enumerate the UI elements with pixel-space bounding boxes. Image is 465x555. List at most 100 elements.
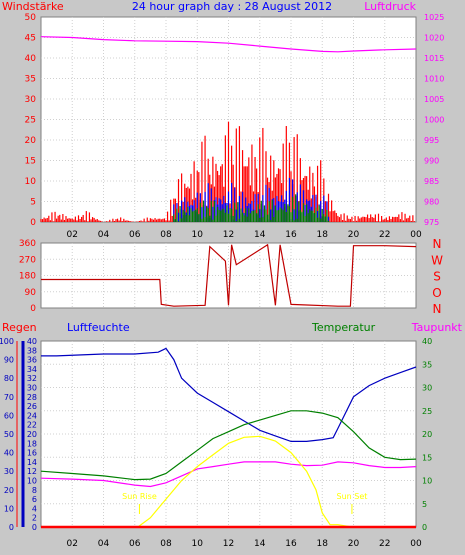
- x-tick-label: 12: [223, 230, 234, 240]
- wind-left-tick-label: 50: [25, 13, 37, 23]
- wind-left-axis-label: Windstärke: [2, 0, 64, 13]
- x-tick-label: 06: [129, 539, 141, 549]
- wind-left-tick-label: 25: [25, 116, 36, 126]
- regen-tick-label: 80: [4, 374, 14, 383]
- wind-left-tick-label: 15: [25, 157, 36, 167]
- temperatur-tick-label: 20: [422, 430, 432, 439]
- climate-x-ticks: 02 04 06 08 10 12 14 16 18 20 22 00: [67, 539, 422, 549]
- temperatur-tick-label: 0: [422, 523, 427, 532]
- wind-right-tick-label: 1005: [424, 95, 444, 104]
- wind-right-tick-label: 990: [424, 157, 439, 166]
- luftfeuchte-tick-label: 36: [27, 356, 37, 365]
- x-tick-label: 02: [67, 230, 78, 240]
- x-tick-label: 22: [379, 230, 390, 240]
- solar-line: [137, 435, 352, 528]
- humidity-line: [41, 347, 417, 442]
- x-tick-label: 04: [98, 539, 110, 549]
- direction-series: [41, 243, 417, 307]
- x-tick-label: 14: [254, 230, 266, 240]
- climate-grid: [41, 341, 416, 527]
- luftfeuchte-tick-label: 16: [27, 449, 37, 458]
- luftfeuchte-tick-label: 38: [27, 346, 37, 355]
- wind-right-tick-label: 1015: [424, 54, 444, 63]
- luftfeuchte-tick-label: 26: [27, 402, 37, 411]
- chart-title: 24 hour graph day : 28 August 2012: [132, 0, 332, 13]
- x-tick-label: 14: [254, 539, 266, 549]
- temperatur-tick-label: 10: [422, 477, 432, 486]
- luftfeuchte-tick-label: 40: [27, 337, 37, 346]
- climate-series: [40, 347, 417, 529]
- wind-right-tick-label: 980: [424, 198, 439, 207]
- compass-label: O: [432, 286, 441, 300]
- luftfeuchte-tick-label: 30: [27, 384, 37, 393]
- wind-right-ticks: 975 980 985 990 995 1000 1005 1010 1015 1020 1025: [424, 13, 444, 227]
- regen-tick-label: 90: [4, 356, 14, 365]
- wind-left-tick-label: 0: [30, 218, 36, 228]
- x-tick-label: 02: [67, 539, 78, 549]
- taupunkt-axis-label: Taupunkt: [411, 321, 463, 334]
- wind-right-tick-label: 1010: [424, 75, 444, 84]
- wind-left-tick-label: 20: [25, 136, 37, 146]
- regen-tick-label: 70: [4, 393, 14, 402]
- climate-left-ticks: 0 10 20 30 40 50 60 70 80 90 100: [0, 337, 18, 532]
- x-tick-label: 08: [160, 230, 172, 240]
- x-tick-label: 00: [410, 230, 422, 240]
- sun-set-label: Sun Set: [336, 492, 367, 501]
- luftfeuchte-tick-label: 28: [27, 393, 37, 402]
- x-tick-label: 20: [348, 230, 360, 240]
- x-tick-label: 18: [317, 539, 329, 549]
- x-tick-label: 06: [129, 230, 141, 240]
- wind-x-ticks: 02 04 06 08 10 12 14 16 18 20 22 00: [67, 230, 422, 240]
- x-tick-label: 18: [317, 230, 329, 240]
- x-tick-label: 10: [192, 230, 204, 240]
- wind-right-tick-label: 1000: [424, 116, 444, 125]
- x-tick-label: 16: [285, 230, 297, 240]
- direction-left-tick-label: 270: [19, 255, 36, 265]
- temperatur-tick-label: 35: [422, 360, 432, 369]
- regen-tick-label: 60: [4, 411, 14, 420]
- direction-left-tick-label: 180: [19, 272, 36, 282]
- wind-left-ticks: 0 5 10 15 20 25 30 35 40 45 50: [25, 13, 37, 228]
- regen-tick-label: 20: [4, 486, 14, 495]
- sun-rise-label: Sun Rise: [122, 492, 157, 501]
- wind-right-tick-label: 975: [424, 218, 439, 227]
- wind-right-tick-label: 1020: [424, 34, 444, 43]
- direction-grid: [41, 243, 416, 308]
- direction-left-tick-label: 360: [19, 239, 36, 249]
- wind-left-tick-label: 5: [30, 198, 36, 208]
- luftfeuchte-tick-label: 32: [27, 374, 37, 383]
- compass-label: N: [433, 237, 442, 251]
- wind-left-tick-label: 30: [25, 95, 37, 105]
- compass-label: S: [433, 270, 441, 284]
- wind-left-tick-label: 40: [25, 54, 37, 64]
- wind-right-tick-label: 1025: [424, 13, 444, 22]
- pressure-line: [40, 36, 417, 53]
- luftfeuchte-tick-label: 4: [32, 504, 37, 513]
- x-tick-label: 22: [379, 539, 390, 549]
- luftfeuchte-tick-label: 10: [27, 477, 37, 486]
- x-tick-label: 10: [192, 539, 204, 549]
- temperatur-tick-label: 25: [422, 407, 432, 416]
- regen-tick-label: 50: [4, 430, 14, 439]
- temperatur-tick-label: 30: [422, 384, 432, 393]
- luftfeuchte-tick-label: 18: [27, 439, 37, 448]
- luftfeuchte-tick-label: 8: [32, 486, 37, 495]
- regen-tick-label: 40: [4, 449, 14, 458]
- wind-left-tick-label: 10: [25, 177, 37, 187]
- x-tick-label: 20: [348, 539, 360, 549]
- compass-label: W: [431, 253, 443, 267]
- x-tick-label: 00: [410, 539, 422, 549]
- x-tick-label: 12: [223, 539, 234, 549]
- regen-axis-label: Regen: [2, 321, 37, 334]
- x-tick-label: 04: [98, 230, 110, 240]
- luftfeuchte-tick-label: 14: [27, 458, 37, 467]
- temperatur-tick-label: 40: [422, 337, 432, 346]
- luftfeuchte-tick-label: 22: [27, 421, 37, 430]
- climate-right-ticks: 0 5 10 15 20 25 30 35 40: [422, 337, 432, 532]
- luftfeuchte-tick-label: 12: [27, 467, 37, 476]
